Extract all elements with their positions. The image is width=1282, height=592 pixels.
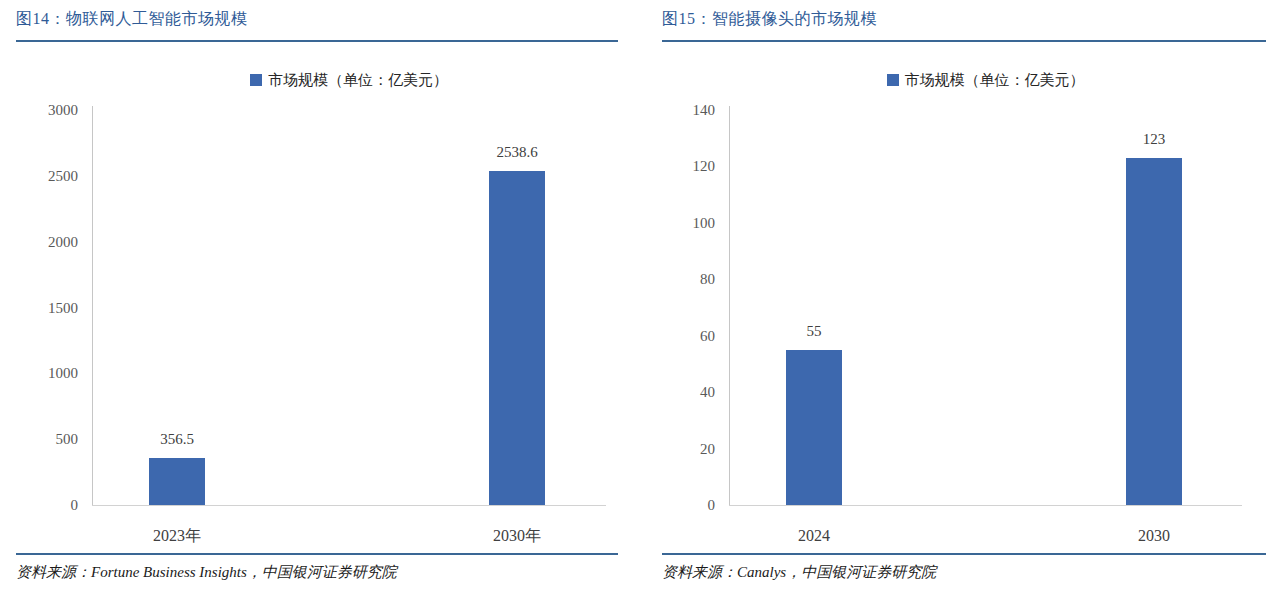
x-axis-label: 2030: [1084, 526, 1224, 546]
figure-title: 图15：智能摄像头的市场规模: [662, 9, 877, 30]
title-rule: [16, 40, 618, 42]
source-text: 资料来源：Canalys，中国银河证券研究院: [662, 563, 936, 582]
y-tick-label: 2000: [18, 233, 78, 251]
legend-swatch-icon: [250, 74, 262, 86]
bar-value-label: 123: [1084, 130, 1224, 148]
source-text: 资料来源：Fortune Business Insights，中国银河证券研究院: [16, 563, 397, 582]
y-tick-label: 1500: [18, 299, 78, 317]
bar-2023年: [149, 458, 205, 505]
figure-panel-smart-camera: 图15：智能摄像头的市场规模 市场规模（单位：亿美元） 020406080100…: [662, 0, 1266, 592]
chart-legend: 市场规模（单位：亿美元）: [729, 70, 1242, 90]
legend-swatch-icon: [887, 74, 899, 86]
x-axis-line: [729, 505, 1242, 506]
figure-title: 图14：物联网人工智能市场规模: [16, 9, 248, 30]
y-tick-label: 2500: [18, 167, 78, 185]
y-tick-label: 80: [655, 270, 715, 288]
y-tick-label: 140: [655, 101, 715, 119]
bar-2030年: [489, 171, 545, 505]
bar-value-label: 2538.6: [447, 143, 587, 161]
y-axis-line: [92, 106, 93, 505]
figure-bottom-rule: [16, 553, 618, 555]
x-axis-line: [92, 505, 606, 506]
y-tick-label: 0: [18, 496, 78, 514]
legend-label: 市场规模（单位：亿美元）: [268, 71, 448, 90]
bar-value-label: 356.5: [107, 430, 247, 448]
x-axis-label: 2023年: [107, 526, 247, 546]
y-tick-label: 40: [655, 383, 715, 401]
y-tick-label: 120: [655, 157, 715, 175]
chart-legend: 市场规模（单位：亿美元）: [92, 70, 606, 90]
legend-label: 市场规模（单位：亿美元）: [905, 71, 1085, 90]
figure-panel-iot-ai: 图14：物联网人工智能市场规模 市场规模（单位：亿美元） 0 500 1000 150…: [16, 0, 618, 592]
bar-2030: [1126, 158, 1182, 505]
report-figures-page: 图14：物联网人工智能市场规模 市场规模（单位：亿美元） 05001000150…: [0, 0, 1282, 592]
y-tick-label: 3000: [18, 101, 78, 119]
title-rule: [662, 40, 1266, 42]
y-axis-line: [729, 106, 730, 505]
bar-2024: [786, 350, 842, 505]
x-axis-label: 2030年: [447, 526, 587, 546]
bar-value-label: 55: [744, 322, 884, 340]
y-tick-label: 500: [18, 430, 78, 448]
y-tick-label: 100: [655, 214, 715, 232]
figure-bottom-rule: [662, 553, 1266, 555]
y-tick-label: 60: [655, 327, 715, 345]
y-tick-label: 1000: [18, 364, 78, 382]
x-axis-label: 2024: [744, 526, 884, 546]
y-tick-label: 20: [655, 440, 715, 458]
y-tick-label: 0: [655, 496, 715, 514]
